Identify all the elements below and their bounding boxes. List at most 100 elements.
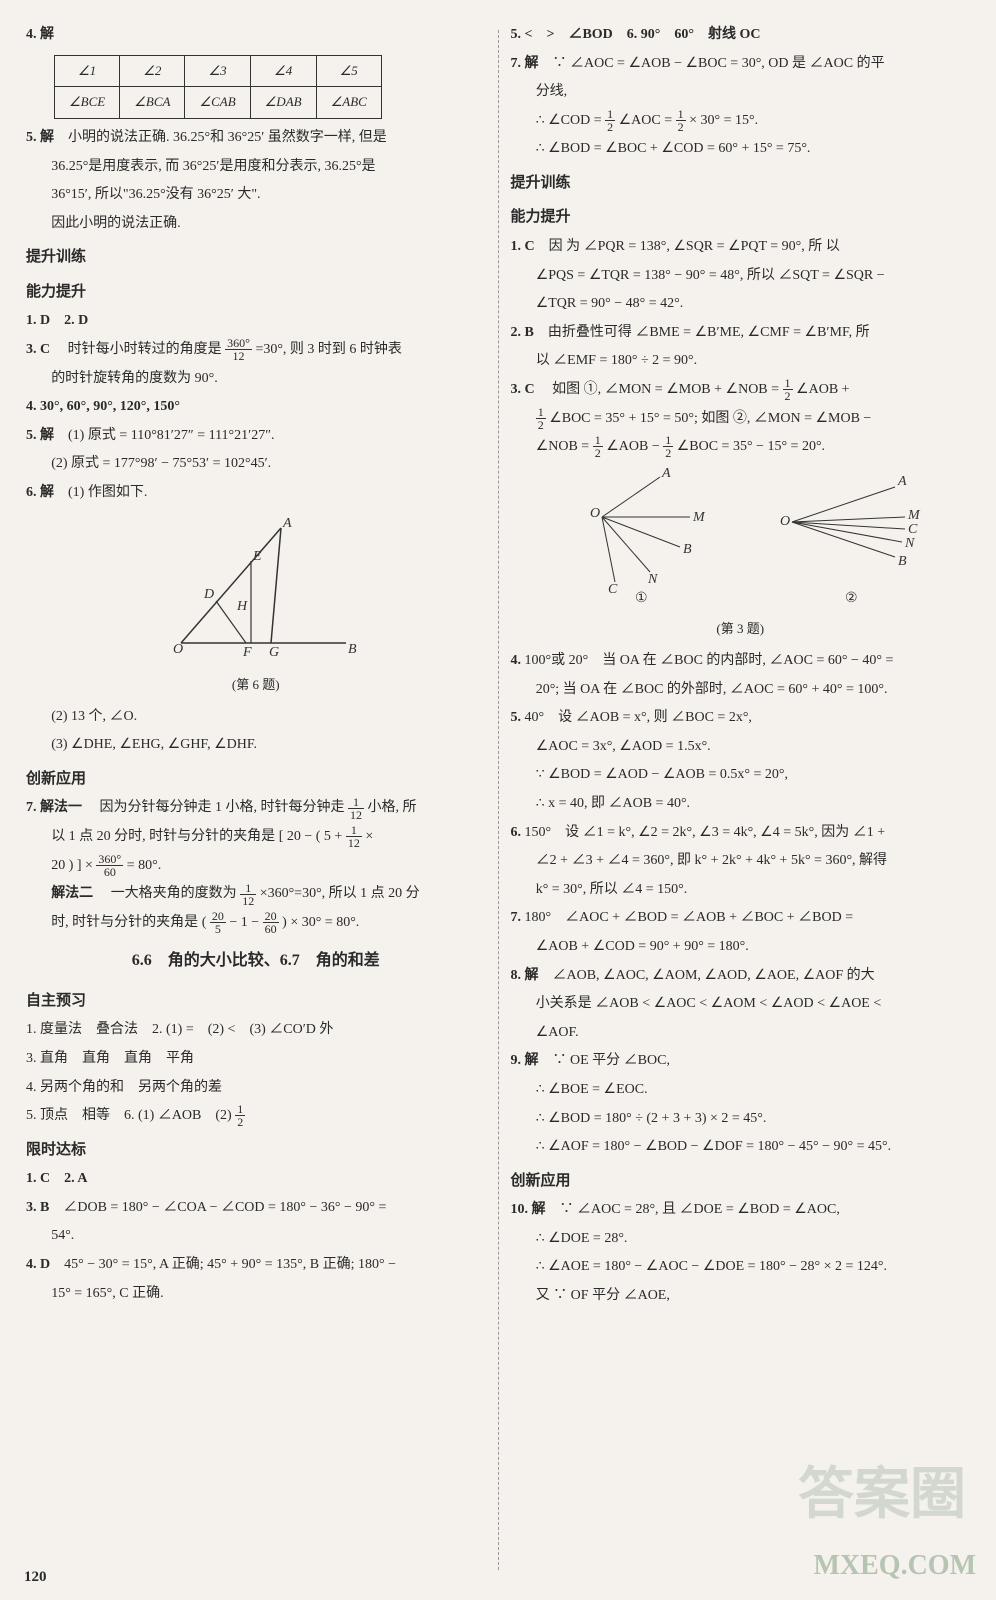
r7-l1: 7. 解 ∵ ∠AOC = ∠AOB − ∠BOC = 30°, OD 是 ∠A…	[511, 51, 971, 78]
text: 100°或 20° 当 OA 在 ∠BOC 的内部时, ∠AOC = 60° −…	[525, 653, 894, 668]
q4b: 4. 30°, 60°, 90°, 120°, 150°	[26, 394, 486, 421]
text: ∠NOB =	[536, 439, 590, 454]
q7-l1: 7. 解法一 因为分针每分钟走 1 小格, 时针每分钟走 112 小格, 所	[26, 795, 486, 822]
text: 时, 时针与分针的夹角是	[51, 915, 198, 930]
svg-text:H: H	[236, 599, 248, 614]
cell: ∠CAB	[185, 87, 250, 119]
p1-l1: 1. C 因 为 ∠PQR = 138°, ∠SQR = ∠PQT = 90°,…	[511, 234, 971, 261]
p5-l1: 5. 40° 设 ∠AOB = x°, 则 ∠BOC = 2x°,	[511, 705, 971, 732]
p5-l4: ∴ x = 40, 即 ∠AOB = 40°.	[511, 791, 971, 818]
text: =30°, 则 3 时到 6 时钟表	[255, 342, 402, 357]
p6-l1: 6. 150° 设 ∠1 = k°, ∠2 = 2k°, ∠3 = 4k°, ∠…	[511, 820, 971, 847]
svg-text:M: M	[692, 510, 706, 525]
r7-l2: 分线,	[511, 79, 971, 106]
text: ∠BOC = 35° − 15° = 20°.	[677, 439, 825, 454]
q6-l2: (2) 13 个, ∠O.	[26, 704, 486, 731]
p5-l2: ∠AOC = 3x°, ∠AOD = 1.5x°.	[511, 734, 971, 761]
svg-text:C: C	[608, 582, 618, 597]
z1: 1. 度量法 叠合法 2. (1) = (2) < (3) ∠CO′D 外	[26, 1017, 486, 1044]
svg-text:②: ②	[845, 591, 858, 606]
text: 因为分针每分钟走 1 小格, 时针每分钟走	[100, 800, 345, 815]
table-row: ∠1 ∠2 ∠3 ∠4 ∠5	[55, 55, 382, 87]
text: 一大格夹角的度数为	[111, 886, 237, 901]
a12: 1. D 2. D	[26, 308, 486, 335]
cell: ∠3	[185, 55, 250, 87]
svg-text:N: N	[647, 572, 658, 587]
text: 5. 顶点 相等 6. (1) ∠AOB (2)	[26, 1108, 232, 1123]
text: 150° 设 ∠1 = k°, ∠2 = 2k°, ∠3 = 4k°, ∠4 =…	[525, 825, 886, 840]
chuangxin-title-r: 创新应用	[511, 1167, 971, 1196]
p4-l1: 4. 100°或 20° 当 OA 在 ∠BOC 的内部时, ∠AOC = 60…	[511, 648, 971, 675]
xianshi-title: 限时达标	[26, 1136, 486, 1165]
svg-text:B: B	[683, 542, 692, 557]
p9-l2: ∴ ∠BOE = ∠EOC.	[511, 1077, 971, 1104]
svg-text:M: M	[907, 508, 921, 523]
frac-icon: 12	[605, 108, 615, 133]
p6-label: 6.	[511, 825, 522, 840]
svg-text:D: D	[203, 587, 214, 602]
text: ∵ ∠AOC = 28°, 且 ∠DOE = ∠BOD = ∠AOC,	[560, 1202, 840, 1217]
p3-l2: 12 ∠BOC = 35° + 15° = 50°; 如图 ②, ∠MON = …	[511, 406, 971, 433]
left-column: 4. 解 ∠1 ∠2 ∠3 ∠4 ∠5 ∠BCE ∠BCA ∠CAB ∠DAB …	[18, 20, 494, 1580]
frac-icon: 112	[348, 796, 364, 821]
text: ∠AOB −	[606, 439, 660, 454]
cell: ∠BCE	[55, 87, 120, 119]
text: 40° 设 ∠AOB = x°, 则 ∠BOC = 2x°,	[525, 710, 752, 725]
fig-caption: (第 6 题)	[26, 673, 486, 698]
tisheng-title: 提升训练	[26, 243, 486, 272]
text: − 1 −	[229, 915, 259, 930]
fig-caption: (第 3 题)	[511, 617, 971, 642]
svg-text:N: N	[904, 536, 915, 551]
p6-l3: k° = 30°, 所以 ∠4 = 150°.	[511, 877, 971, 904]
q6-l3: (3) ∠DHE, ∠EHG, ∠GHF, ∠DHF.	[26, 732, 486, 759]
p10-l1: 10. 解 ∵ ∠AOC = 28°, 且 ∠DOE = ∠BOD = ∠AOC…	[511, 1197, 971, 1224]
p8-l2: 小关系是 ∠AOB < ∠AOC < ∠AOM < ∠AOD < ∠AOE <	[511, 991, 971, 1018]
text: (1) 原式 = 110°81′27″ = 111°21′27″.	[68, 428, 275, 443]
x4-label: 4. D	[26, 1257, 50, 1272]
text: ×	[365, 829, 373, 844]
p2-l2: 以 ∠EMF = 180° ÷ 2 = 90°.	[511, 348, 971, 375]
q5b-label: 5. 解	[26, 428, 54, 443]
text: 180° ∠AOC + ∠BOD = ∠AOB + ∠BOC + ∠BOD =	[525, 910, 854, 925]
frac-icon: 12	[593, 434, 603, 459]
text: = 80°.	[127, 858, 162, 873]
q3-l2: 的时针旋转角的度数为 90°.	[26, 366, 486, 393]
p1-l2: ∠PQS = ∠TQR = 138° − 90° = 48°, 所以 ∠SQT …	[511, 263, 971, 290]
figure-q6: O A B D E F G H (第 6 题)	[26, 513, 486, 698]
text: ×360°=30°, 所以 1 点 20 分	[260, 886, 420, 901]
text: × 30° = 15°.	[689, 113, 758, 128]
p5-label: 5.	[511, 710, 522, 725]
ray-diagrams: O A M B N C ① O	[530, 467, 950, 607]
svg-text:E: E	[252, 549, 262, 564]
nengli-title: 能力提升	[26, 278, 486, 307]
svg-text:A: A	[897, 474, 907, 489]
text: 时针每小时转过的角度是	[68, 342, 222, 357]
text: ∠AOB, ∠AOC, ∠AOM, ∠AOD, ∠AOE, ∠AOF 的大	[553, 968, 875, 983]
cell: ∠2	[120, 55, 185, 87]
p4-label: 4.	[511, 653, 522, 668]
q5-label: 5. 解	[26, 130, 54, 145]
z5: 5. 顶点 相等 6. (1) ∠AOB (2) 12	[26, 1103, 486, 1130]
p3-l3: ∠NOB = 12 ∠AOB − 12 ∠BOC = 35° − 15° = 2…	[511, 434, 971, 461]
q4-table: ∠1 ∠2 ∠3 ∠4 ∠5 ∠BCE ∠BCA ∠CAB ∠DAB ∠ABC	[54, 55, 382, 119]
x12: 1. C 2. A	[26, 1166, 486, 1193]
frac-icon: 360°60	[96, 853, 123, 878]
svg-text:F: F	[242, 645, 252, 660]
figure-p3: O A M B N C ① O	[511, 467, 971, 642]
frac-icon: 12	[536, 406, 546, 431]
svg-text:①: ①	[635, 591, 648, 606]
r7-l3: ∴ ∠COD = 12 ∠AOC = 12 × 30° = 15°.	[511, 108, 971, 135]
chuangxin-title: 创新应用	[26, 765, 486, 794]
svg-text:A: A	[282, 516, 292, 531]
cell: ∠DAB	[250, 87, 316, 119]
svg-text:C: C	[908, 522, 918, 537]
cell: ∠1	[55, 55, 120, 87]
x3-l2: 54°.	[26, 1223, 486, 1250]
svg-text:O: O	[590, 506, 600, 521]
text: 因 为 ∠PQR = 138°, ∠SQR = ∠PQT = 90°, 所 以	[549, 239, 840, 254]
table-row: ∠BCE ∠BCA ∠CAB ∠DAB ∠ABC	[55, 87, 382, 119]
cell: ∠4	[250, 55, 316, 87]
frac-icon: 360°12	[225, 337, 252, 362]
page-container: 4. 解 ∠1 ∠2 ∠3 ∠4 ∠5 ∠BCE ∠BCA ∠CAB ∠DAB …	[18, 20, 978, 1580]
svg-text:B: B	[348, 642, 357, 657]
